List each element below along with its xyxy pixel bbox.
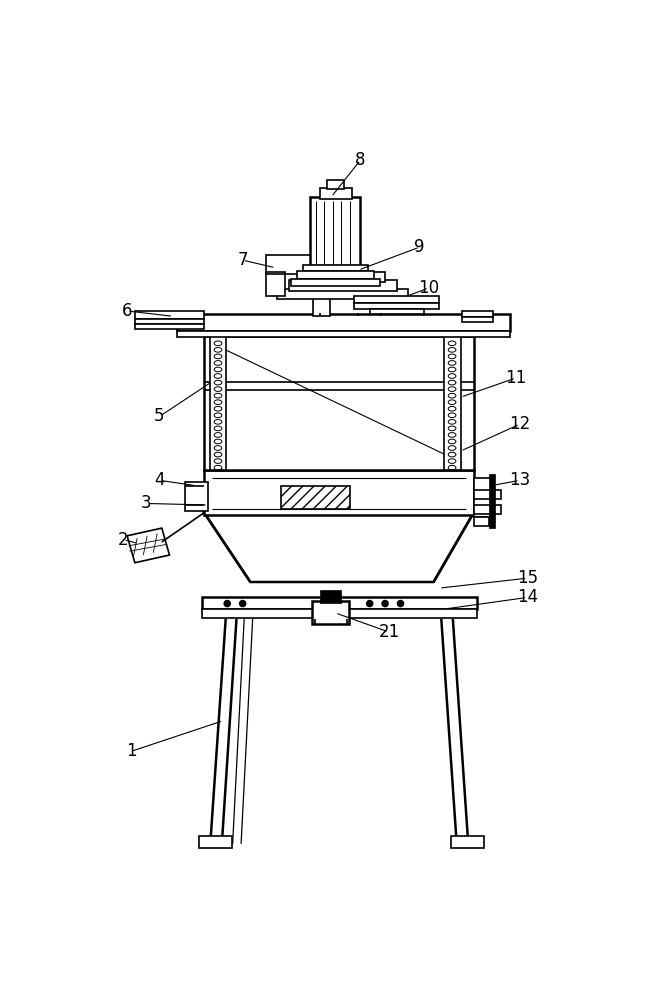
- Bar: [473, 478, 491, 517]
- Bar: [289, 280, 396, 291]
- Bar: [312, 601, 349, 624]
- Text: 2: 2: [118, 531, 128, 549]
- Text: 12: 12: [509, 415, 531, 433]
- Bar: [301, 272, 385, 282]
- Bar: [354, 303, 439, 309]
- Polygon shape: [204, 513, 473, 582]
- Bar: [266, 272, 285, 296]
- Text: 5: 5: [154, 407, 165, 425]
- Bar: [209, 336, 227, 470]
- Bar: [303, 265, 368, 271]
- Text: 15: 15: [517, 569, 538, 587]
- Text: 13: 13: [509, 471, 531, 489]
- Text: 7: 7: [237, 251, 248, 269]
- Bar: [204, 470, 473, 515]
- Bar: [313, 266, 331, 316]
- Text: 11: 11: [505, 369, 527, 387]
- Bar: [489, 474, 495, 528]
- Text: 3: 3: [141, 494, 152, 512]
- Circle shape: [382, 600, 388, 607]
- Bar: [452, 836, 484, 848]
- Bar: [135, 319, 204, 324]
- Bar: [177, 331, 510, 337]
- Bar: [202, 597, 477, 609]
- Circle shape: [398, 600, 404, 607]
- Bar: [311, 197, 360, 266]
- Text: 6: 6: [122, 302, 132, 320]
- Text: 14: 14: [517, 588, 538, 606]
- Bar: [473, 490, 501, 499]
- Bar: [320, 188, 352, 199]
- Bar: [281, 486, 350, 509]
- Bar: [135, 324, 204, 329]
- Bar: [199, 836, 232, 848]
- Bar: [266, 255, 318, 274]
- Bar: [354, 296, 439, 303]
- Text: 10: 10: [418, 279, 440, 297]
- Circle shape: [224, 600, 230, 607]
- Text: 8: 8: [355, 151, 366, 169]
- Bar: [462, 311, 493, 317]
- Bar: [177, 314, 510, 331]
- Polygon shape: [127, 528, 170, 563]
- Bar: [444, 336, 461, 470]
- Bar: [473, 505, 501, 514]
- Text: 1: 1: [126, 742, 136, 760]
- Text: 4: 4: [154, 471, 165, 489]
- Bar: [202, 609, 477, 618]
- Circle shape: [366, 600, 373, 607]
- Bar: [320, 590, 341, 603]
- Bar: [135, 311, 204, 319]
- Bar: [277, 289, 408, 299]
- Circle shape: [239, 600, 246, 607]
- Bar: [185, 482, 208, 511]
- Bar: [291, 279, 380, 286]
- Text: 21: 21: [378, 623, 400, 641]
- Bar: [462, 317, 493, 322]
- Text: 9: 9: [414, 238, 425, 256]
- Bar: [473, 517, 489, 526]
- Bar: [297, 271, 374, 279]
- Bar: [204, 336, 473, 470]
- Bar: [327, 180, 344, 189]
- Bar: [370, 309, 424, 314]
